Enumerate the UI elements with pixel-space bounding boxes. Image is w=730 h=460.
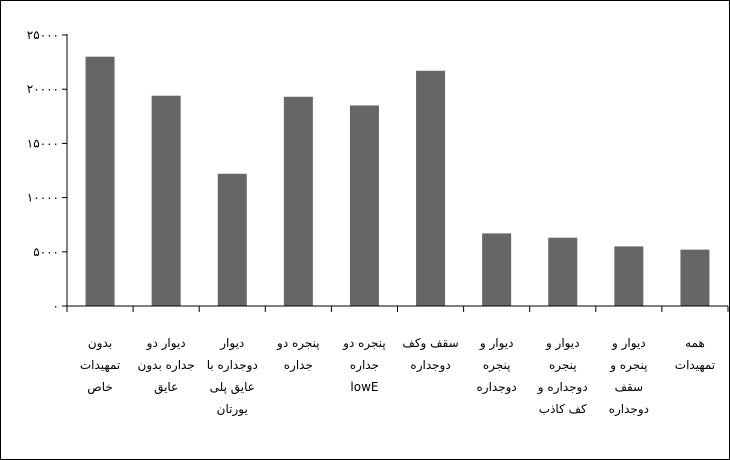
y-tick-label: ۲۰۰۰۰ xyxy=(27,82,59,96)
bar xyxy=(548,237,578,306)
x-category-label: دیوار و پنجره دوجداره xyxy=(477,336,517,395)
x-category-label: دیوار دوجداره با عایق پلی یورتان xyxy=(207,336,258,417)
bar xyxy=(349,105,379,307)
bar xyxy=(85,56,115,307)
x-category-label: همه تمهیدات xyxy=(675,336,715,372)
x-axis xyxy=(66,305,729,312)
y-tick-label: ۵۰۰۰ xyxy=(33,245,59,259)
y-tick-label: ۱۰۰۰۰ xyxy=(27,191,59,205)
x-category-label: پنجره دو جداره xyxy=(276,336,320,373)
x-category-label: پنجره دو جداره lowE xyxy=(342,336,386,394)
y-tick-label: ۰ xyxy=(53,299,59,313)
bars xyxy=(85,56,710,307)
x-category-label: دیوار و پنجره و سقف دوجداره xyxy=(609,336,649,417)
bar xyxy=(416,70,446,306)
bar xyxy=(217,173,247,306)
y-tick-label: ۲۵۰۰۰ xyxy=(27,28,59,42)
y-tick-label: ۱۵۰۰۰ xyxy=(27,136,59,150)
x-category-label: سقف وکف دوجداره xyxy=(402,336,458,373)
bar xyxy=(283,96,313,307)
x-category-label: بدون تمهیدات خاص xyxy=(80,336,120,395)
y-axis-ticks: ۰ ۵۰۰۰ ۱۰۰۰۰ ۱۵۰۰۰ ۲۰۰۰۰ ۲۵۰۰۰ xyxy=(27,28,67,313)
x-category-label: دیوار و پنجره دوجداره و کف کاذب xyxy=(537,336,588,416)
bar xyxy=(482,233,512,306)
bar xyxy=(680,249,710,306)
bar xyxy=(614,246,644,306)
x-category-label: دیوار دو جداره بدون عایق xyxy=(138,336,195,395)
bar xyxy=(151,95,181,306)
